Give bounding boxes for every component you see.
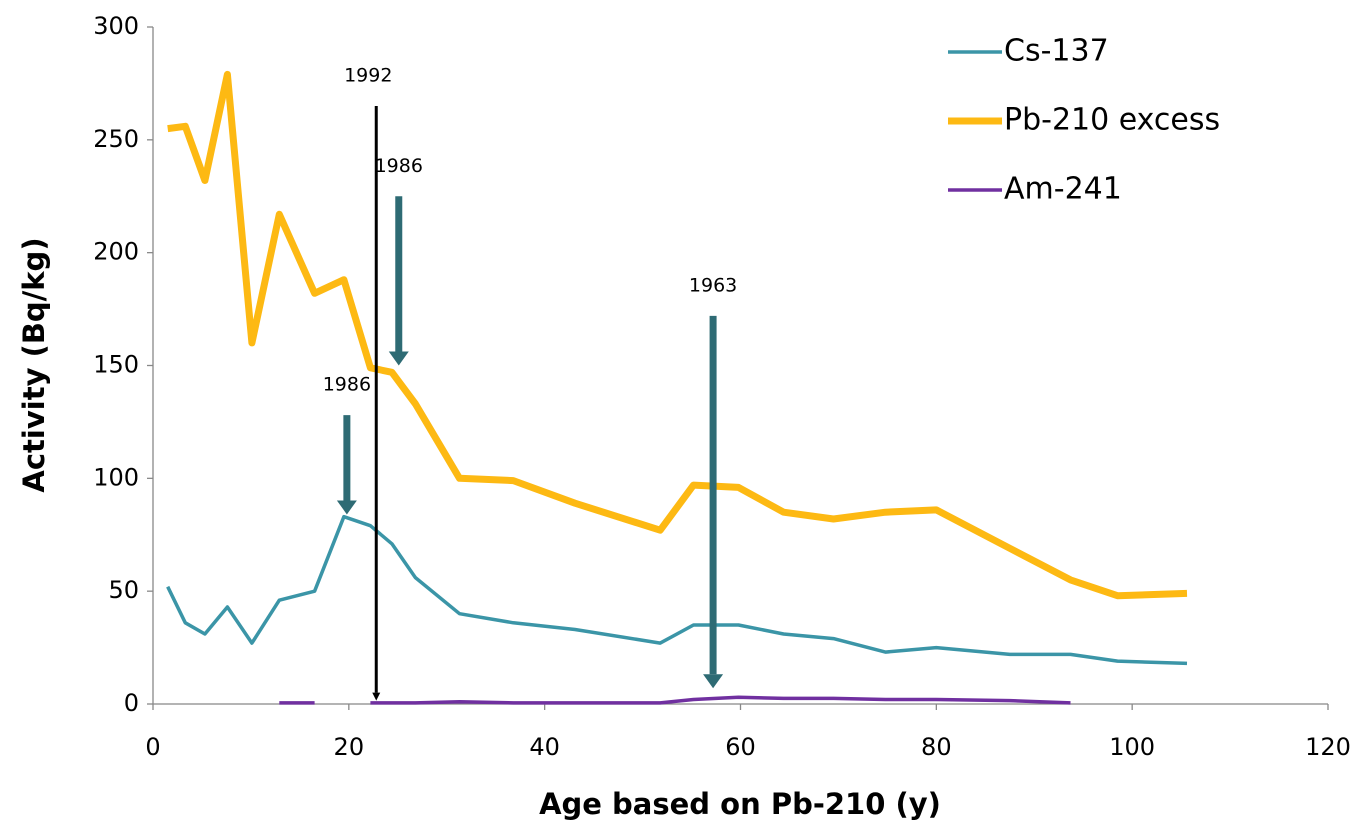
y-tick-label: 50 — [108, 576, 139, 604]
series-line — [279, 695, 1071, 705]
legend-label: Pb-210 excess — [1004, 103, 1220, 138]
x-tick-label: 60 — [725, 733, 756, 761]
x-tick-label: 120 — [1305, 733, 1351, 761]
arrow-head — [372, 692, 381, 701]
series-line — [166, 514, 1188, 666]
series-line — [167, 70, 1188, 600]
x-tick-label: 40 — [529, 733, 560, 761]
annotation-label: 1963 — [689, 274, 737, 296]
arrow-head — [336, 500, 357, 515]
legend-label: Cs-137 — [1004, 34, 1109, 69]
y-tick-label: 200 — [93, 238, 139, 266]
x-tick-label: 0 — [145, 733, 160, 761]
annotation-label: 1986 — [323, 374, 371, 396]
x-tick-label: 80 — [921, 733, 952, 761]
x-tick-label: 20 — [334, 733, 365, 761]
y-tick-label: 250 — [93, 125, 139, 153]
arrow-head — [388, 351, 409, 366]
annotation-label: 1986 — [375, 155, 423, 177]
x-tick-label: 100 — [1109, 733, 1155, 761]
arrow-head — [703, 674, 724, 689]
annotation-label: 1992 — [344, 64, 392, 86]
y-axis-title: Activity (Bq/kg) — [17, 237, 51, 492]
y-tick-label: 150 — [93, 351, 139, 379]
y-tick-label: 0 — [124, 689, 139, 717]
y-tick-label: 300 — [93, 12, 139, 40]
y-tick-label: 100 — [93, 463, 139, 491]
x-axis-title: Age based on Pb-210 (y) — [539, 787, 941, 821]
legend-label: Am-241 — [1004, 172, 1122, 207]
